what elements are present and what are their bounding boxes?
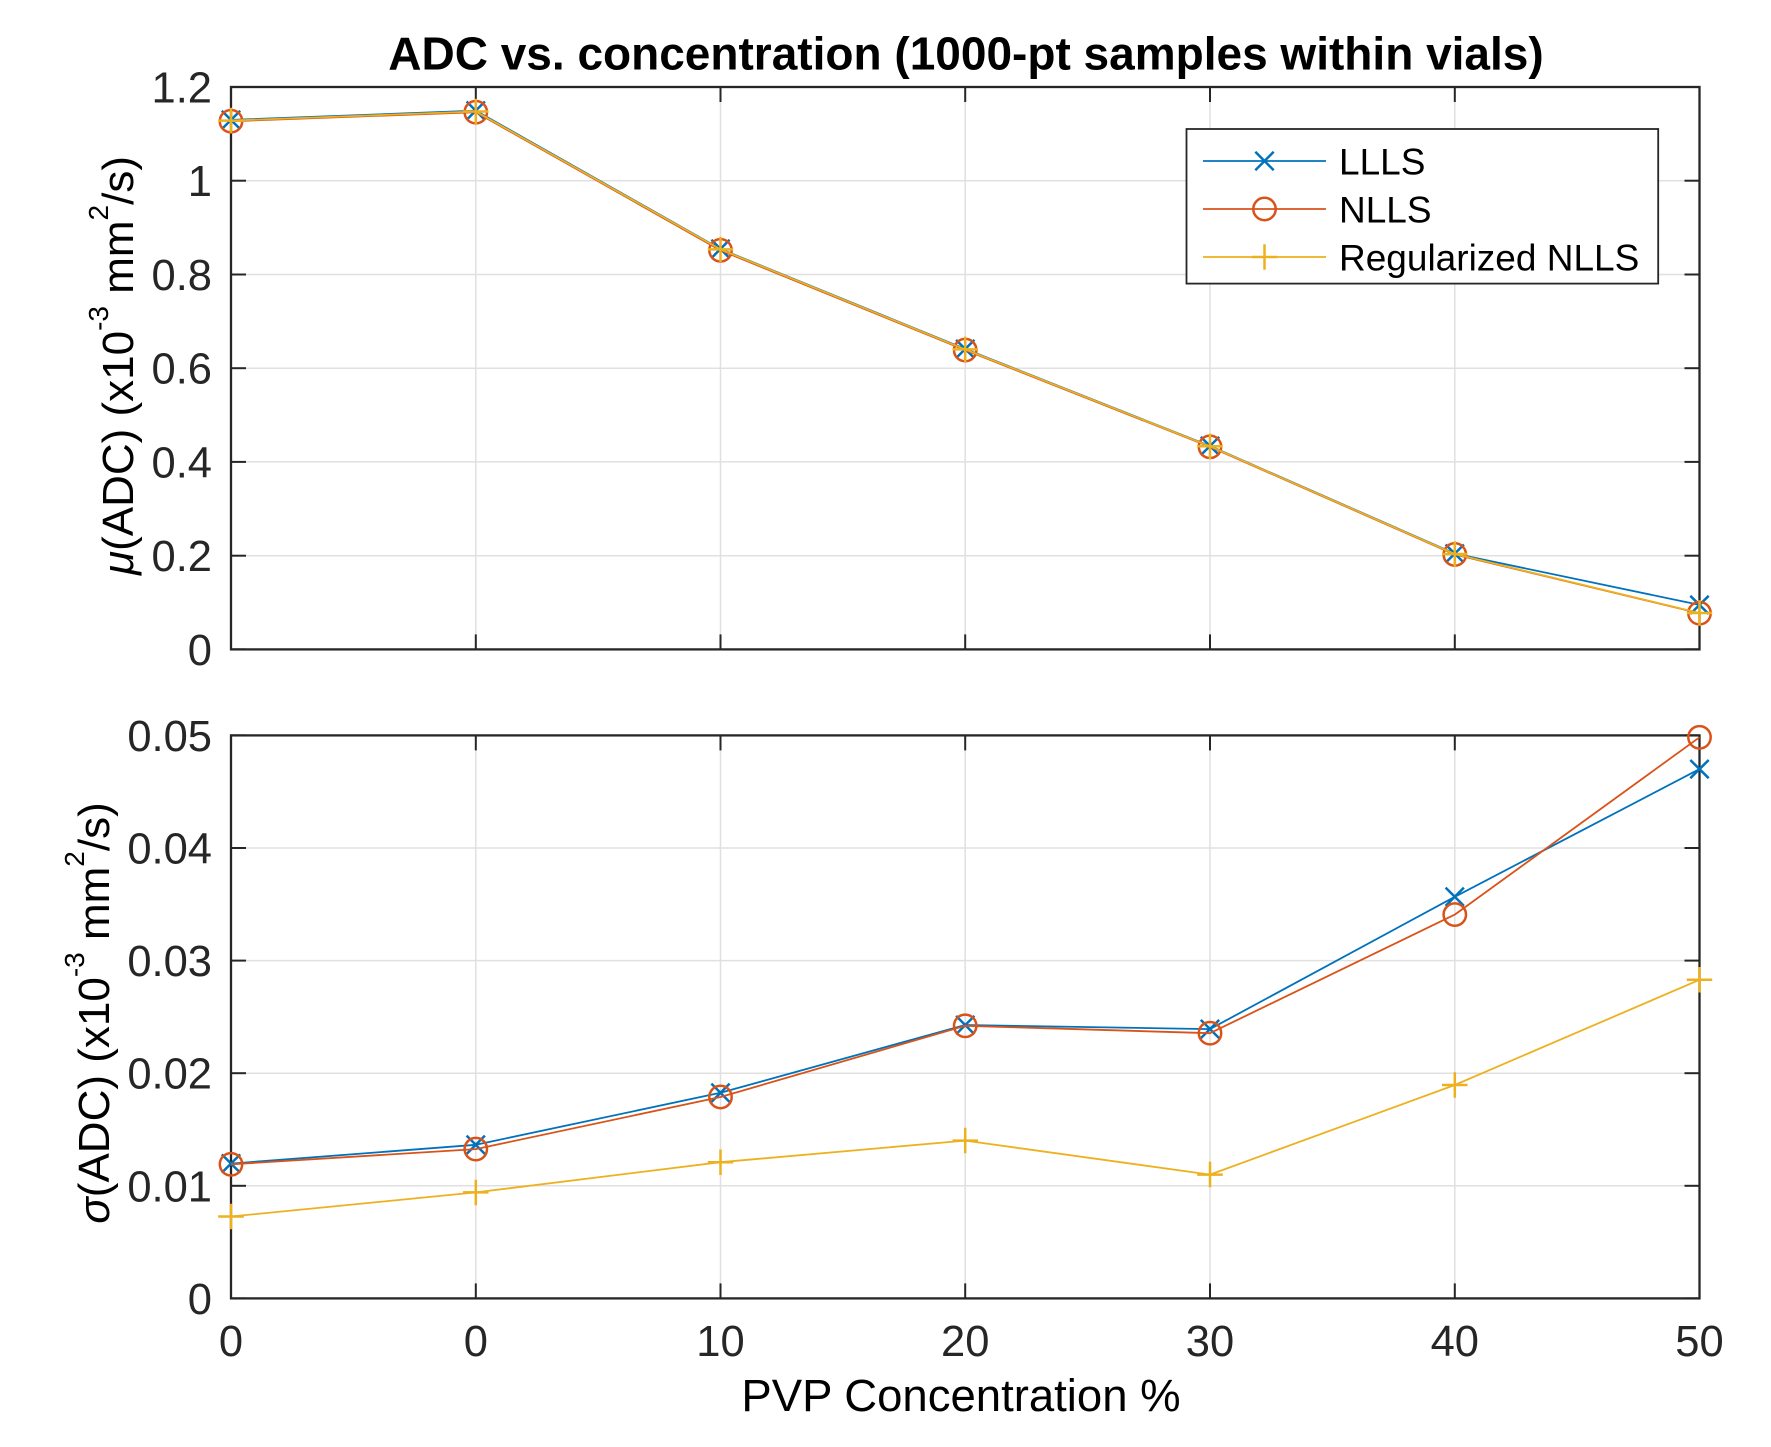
svg-text:0.05: 0.05	[127, 713, 212, 761]
svg-text:10: 10	[696, 1318, 744, 1366]
svg-text:0.01: 0.01	[127, 1163, 212, 1211]
svg-text:ADC vs. concentration (1000-pt: ADC vs. concentration (1000-pt samples w…	[388, 28, 1543, 80]
svg-text:20: 20	[941, 1318, 989, 1366]
svg-text:σ(ADC) (x10-3 mm2/s): σ(ADC) (x10-3 mm2/s)	[59, 802, 119, 1223]
svg-text:0.8: 0.8	[152, 252, 212, 300]
svg-text:0: 0	[188, 1276, 212, 1324]
svg-text:Regularized NLLS: Regularized NLLS	[1339, 237, 1639, 278]
svg-text:μ(ADC) (x10-3 mm2/s): μ(ADC) (x10-3 mm2/s)	[83, 156, 143, 576]
svg-text:0: 0	[188, 627, 212, 675]
svg-text:0: 0	[219, 1318, 243, 1366]
svg-text:1.2: 1.2	[152, 65, 212, 113]
svg-text:40: 40	[1431, 1318, 1479, 1366]
svg-text:LLLS: LLLS	[1339, 141, 1425, 182]
svg-text:0.6: 0.6	[152, 346, 212, 394]
svg-text:1: 1	[188, 158, 212, 206]
svg-text:0.03: 0.03	[127, 938, 212, 986]
svg-text:30: 30	[1186, 1318, 1234, 1366]
svg-text:0.4: 0.4	[152, 439, 212, 487]
svg-text:NLLS: NLLS	[1339, 189, 1432, 230]
svg-text:0: 0	[464, 1318, 488, 1366]
svg-text:0.02: 0.02	[127, 1051, 212, 1099]
svg-text:PVP Concentration %: PVP Concentration %	[741, 1370, 1180, 1421]
svg-text:0.2: 0.2	[152, 533, 212, 581]
svg-text:50: 50	[1675, 1318, 1723, 1366]
svg-text:0.04: 0.04	[127, 826, 212, 874]
